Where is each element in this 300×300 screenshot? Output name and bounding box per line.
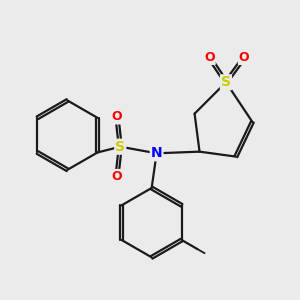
Text: O: O [112, 110, 122, 124]
Text: S: S [115, 140, 125, 154]
Text: O: O [112, 170, 122, 183]
Text: O: O [204, 51, 215, 64]
Text: O: O [239, 51, 249, 64]
Text: S: S [221, 75, 231, 89]
Text: N: N [151, 146, 162, 160]
